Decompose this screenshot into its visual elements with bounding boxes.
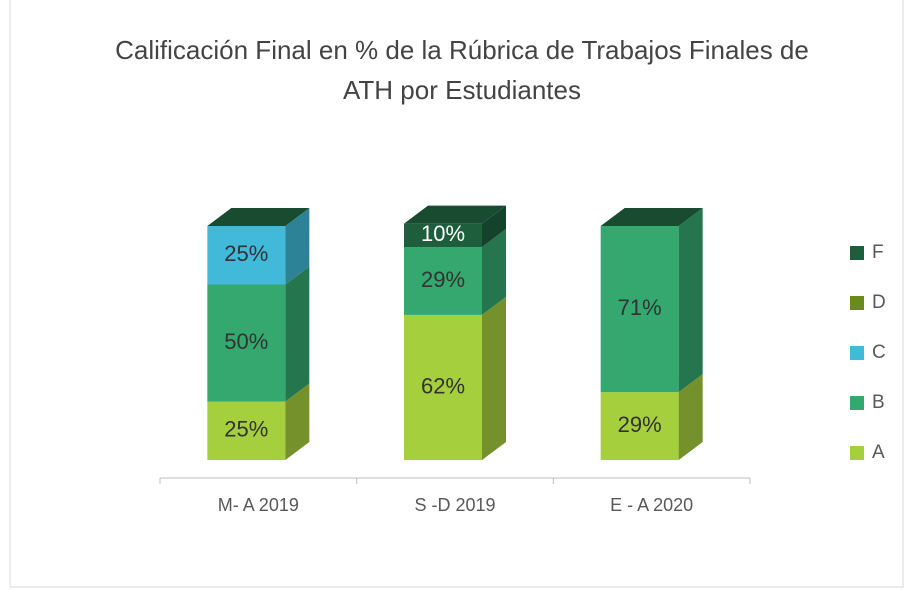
bar-segment	[207, 284, 286, 402]
data-label: 62%	[421, 373, 465, 398]
bar-side	[482, 296, 506, 460]
bar-side	[285, 208, 310, 285]
data-label: 29%	[618, 412, 662, 437]
bar-side	[285, 383, 310, 460]
legend-label: B	[872, 392, 885, 413]
bar-top	[404, 205, 506, 224]
bar-segment	[404, 223, 482, 248]
data-label: 50%	[224, 329, 268, 354]
data-label: 71%	[618, 295, 662, 320]
x-tick-label: M- A 2019	[218, 495, 299, 515]
bar-top	[207, 208, 310, 226]
bar-segment	[207, 401, 286, 460]
bar-top	[600, 208, 703, 226]
data-label: 25%	[224, 241, 268, 266]
legend-swatch	[850, 246, 864, 260]
legend-swatch	[850, 296, 864, 310]
data-label: 25%	[224, 417, 268, 442]
bar-segment	[404, 247, 482, 315]
legend-swatch	[850, 346, 864, 360]
bar-segment	[600, 226, 679, 393]
bar-segment	[600, 392, 679, 460]
chart-title: Calificación Final en % de la Rúbrica de…	[115, 35, 809, 105]
x-tick-label: S -D 2019	[414, 495, 495, 515]
bar-side	[482, 229, 506, 315]
data-label: 10%	[421, 221, 465, 246]
bar-side	[482, 205, 506, 248]
legend-label: F	[872, 242, 884, 263]
legend-swatch	[850, 446, 864, 460]
bar-segment	[207, 226, 286, 285]
chart-border	[9, 0, 904, 588]
bar-side	[678, 374, 703, 460]
x-tick-label: E - A 2020	[610, 495, 693, 515]
legend-swatch	[850, 396, 864, 410]
legend-label: C	[872, 342, 886, 363]
bar-side	[285, 266, 310, 402]
legend-label: A	[872, 442, 885, 463]
data-label: 29%	[421, 267, 465, 292]
legend-label: D	[872, 292, 886, 313]
bar-side	[678, 208, 703, 393]
bar-segment	[404, 314, 482, 460]
